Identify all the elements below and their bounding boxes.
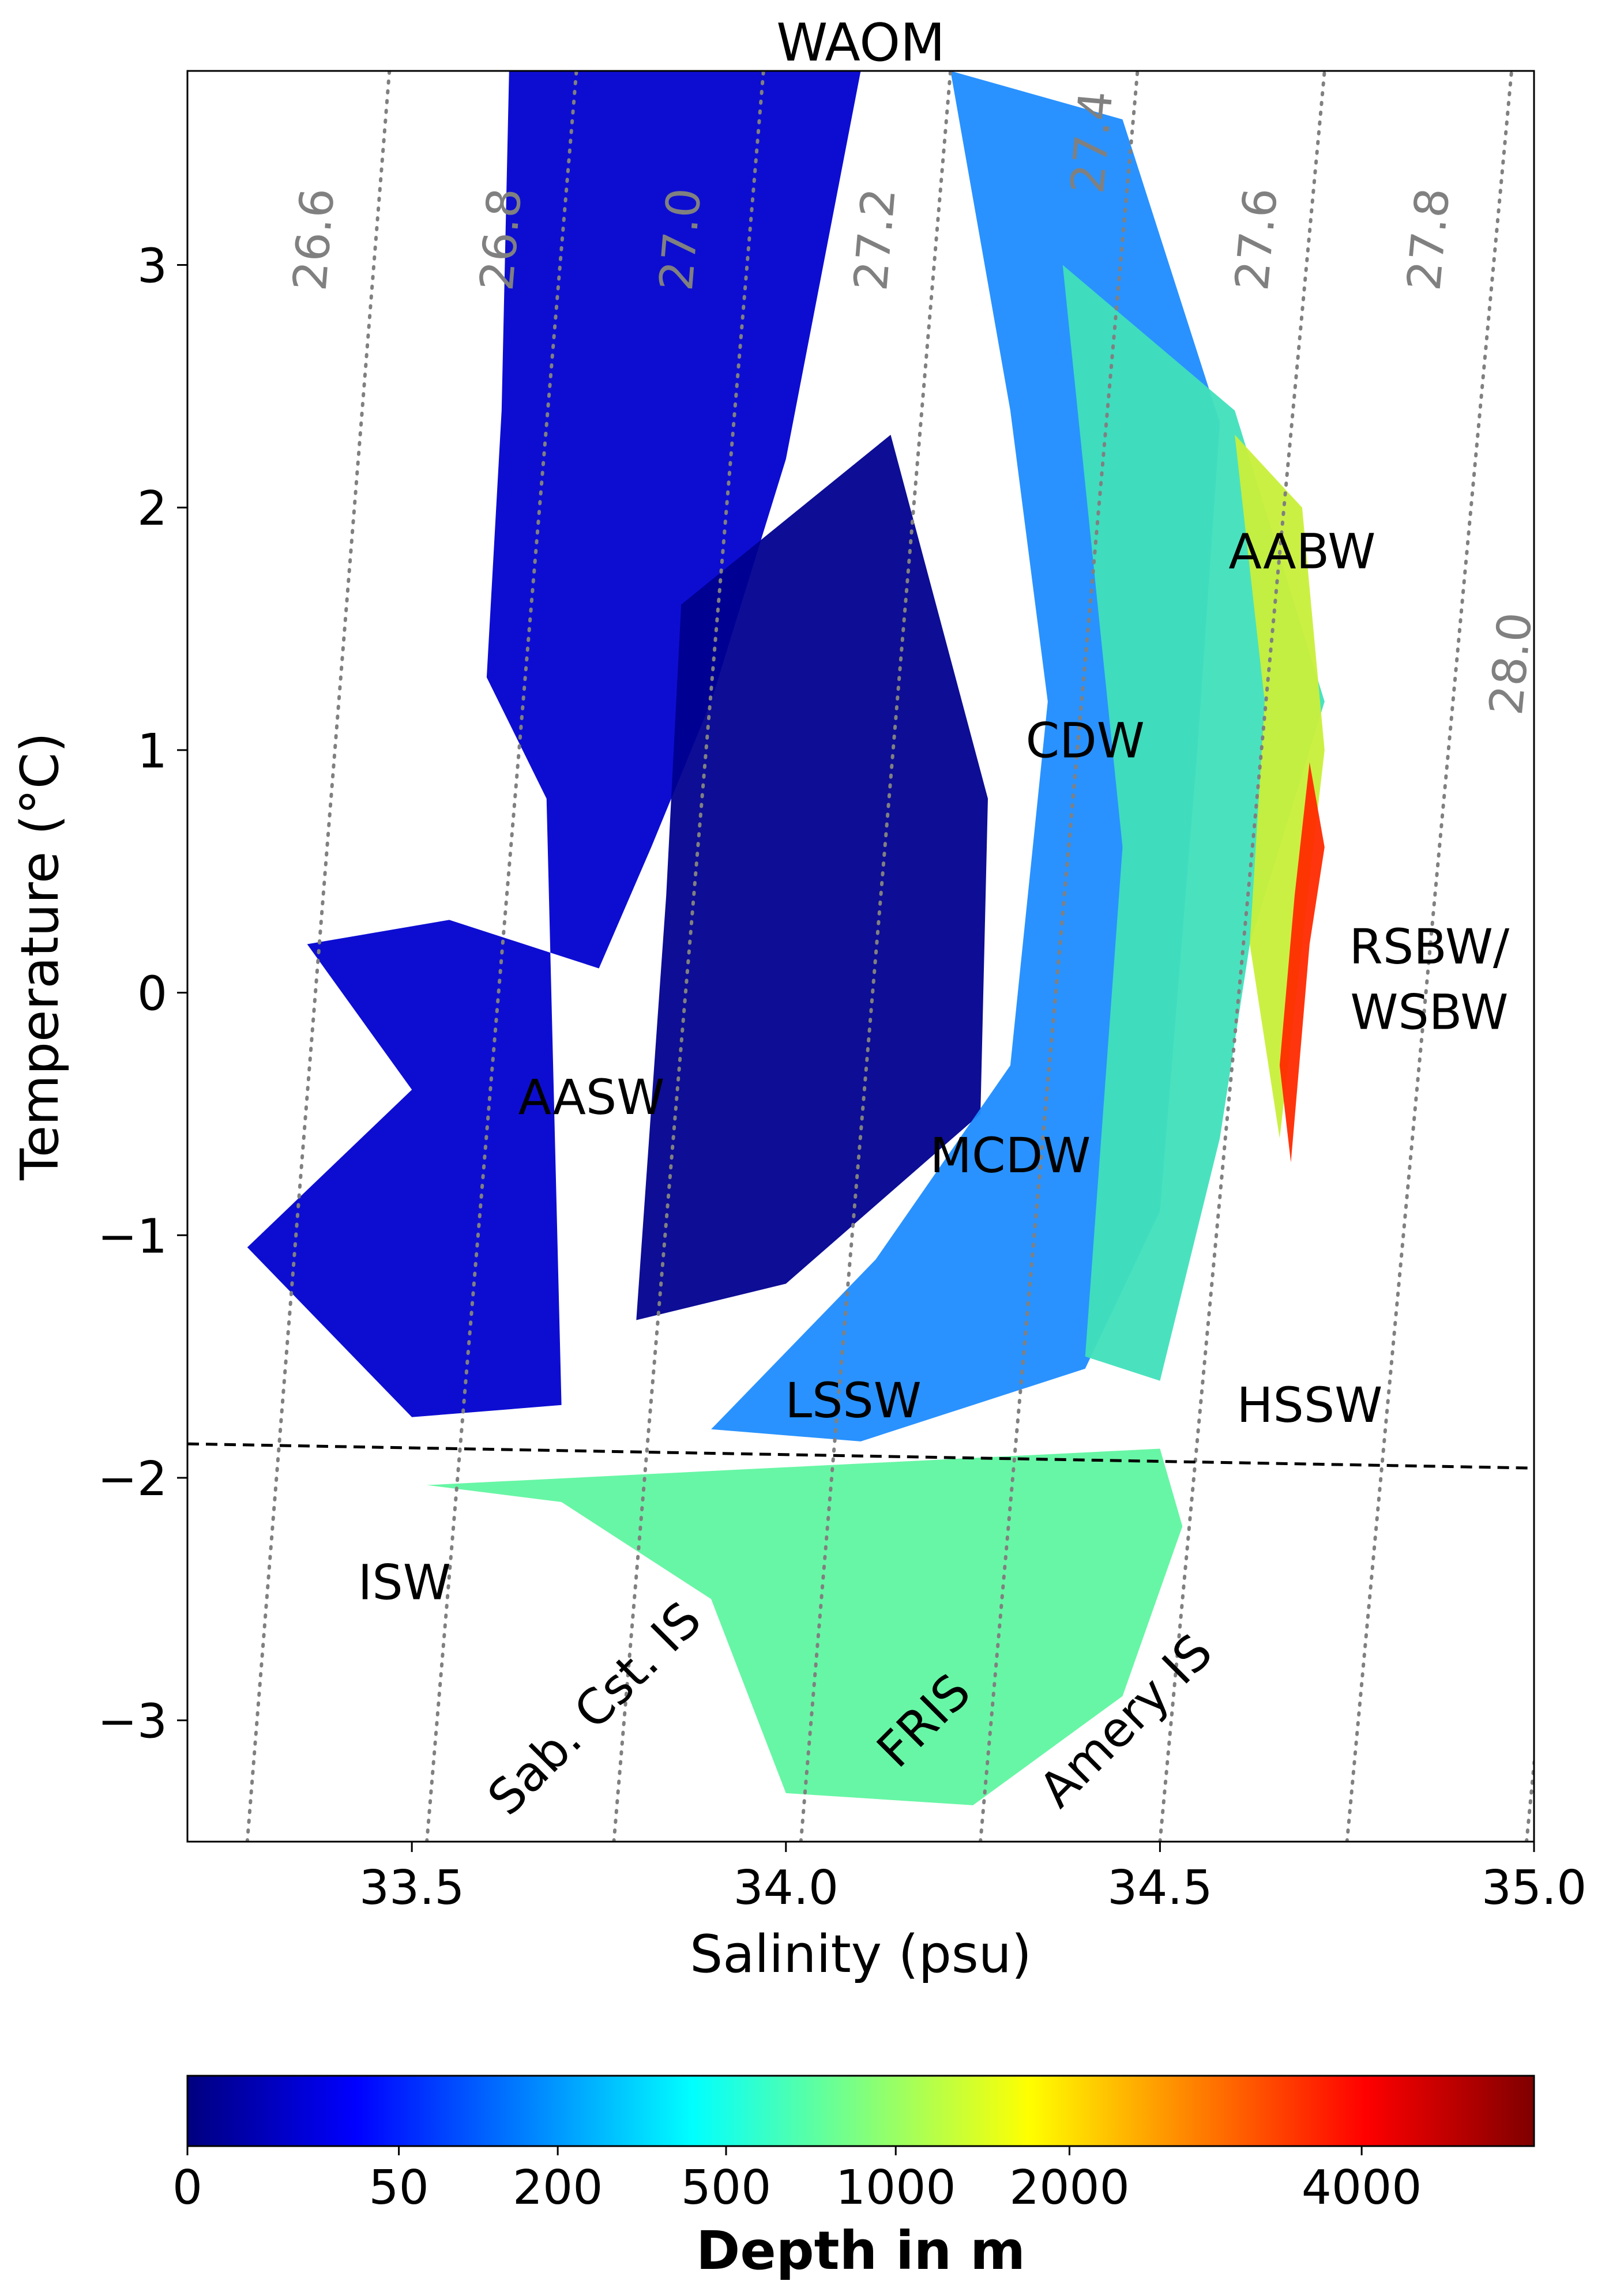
colorbar-tick-label-4: 1000 <box>836 2161 956 2215</box>
scatter-region-4 <box>1235 435 1325 1138</box>
scatter-region-5 <box>1279 762 1325 1163</box>
isopycnal-line-7 <box>1525 1747 1534 1842</box>
isopycnal-line-4 <box>979 71 1140 1842</box>
plot-frame <box>186 70 1535 1843</box>
y-tick-label-5: −2 <box>97 1452 167 1507</box>
freezing-layer <box>187 1442 1534 1470</box>
water-mass-label-2: RSBW/ <box>1349 919 1510 975</box>
isopycnal-label-7: 28.0 <box>1479 610 1543 717</box>
isopycnal-line-1 <box>425 71 578 1842</box>
y-tick-label-0: 3 <box>137 239 167 294</box>
y-tick-label-1: 2 <box>137 481 167 536</box>
colorbar-ticks: 0 50 200 500 1000 2000 4000 <box>172 2146 1422 2215</box>
isopycnal-label-4: 27.4 <box>1061 89 1123 196</box>
y-tick-label-6: −3 <box>97 1695 167 1749</box>
colorbar-tick-label-5: 2000 <box>1009 2161 1130 2215</box>
colorbar-tick-label-2: 200 <box>513 2161 603 2215</box>
water-mass-label-4: AASW <box>518 1069 665 1126</box>
freezing-point-line <box>187 1442 1534 1470</box>
colorbar-tick-label-3: 500 <box>681 2161 772 2215</box>
water-mass-label-7: HSSW <box>1236 1377 1382 1433</box>
colorbar: 0 50 200 500 1000 2000 4000 Depth in m <box>172 2075 1535 2282</box>
isopycnal-line-3 <box>799 71 953 1842</box>
x-tick-label-2: 34.5 <box>1107 1861 1213 1915</box>
isopycnal-line-6 <box>1345 71 1514 1842</box>
plot-area: 26.6 26.8 27.0 27.2 27.4 27.6 27.8 28.0 AABW CDW R… <box>186 70 1543 1843</box>
y-axis-title: Temperature (°C) <box>10 732 70 1181</box>
colorbar-tick-label-6: 4000 <box>1302 2161 1422 2215</box>
x-tick-label-0: 33.5 <box>359 1861 465 1915</box>
isopycnal-label-2: 27.0 <box>649 186 712 293</box>
y-tick-label-3: 0 <box>137 967 167 1022</box>
water-mass-label-5: MCDW <box>930 1127 1091 1184</box>
x-axis-title: Salinity (psu) <box>690 1924 1032 1985</box>
scatter-layer <box>247 71 1325 1805</box>
water-mass-label-3: WSBW <box>1350 984 1508 1041</box>
scatter-region-1 <box>636 435 988 1320</box>
water-mass-label-1: CDW <box>1025 713 1144 769</box>
isopycnal-line-0 <box>245 71 392 1842</box>
x-axis: 33.5 34.0 34.5 35.0 <box>359 1842 1587 1915</box>
colorbar-tick-label-1: 50 <box>369 2161 428 2215</box>
x-tick-label-1: 34.0 <box>733 1861 839 1915</box>
isopycnal-label-3: 27.2 <box>844 186 906 293</box>
isopycnal-label-0: 26.6 <box>283 186 345 293</box>
isopycnal-label-1: 26.8 <box>470 186 532 293</box>
isopycnal-label-6: 27.8 <box>1397 186 1460 293</box>
isopycnal-layer <box>245 71 1534 1842</box>
isopycnal-line-5 <box>1158 71 1326 1842</box>
isopycnal-label-5: 27.6 <box>1225 186 1288 293</box>
water-mass-label-8: ISW <box>358 1554 451 1610</box>
water-mass-label-9: Sab. Cst. IS <box>477 1591 712 1826</box>
chart-title: WAOM <box>776 13 945 73</box>
colorbar-title: Depth in m <box>696 2220 1025 2282</box>
y-axis: 3 2 1 0 −1 −2 −3 <box>97 239 187 1749</box>
water-mass-label-6: LSSW <box>785 1372 922 1429</box>
y-tick-label-4: −1 <box>97 1209 167 1264</box>
x-tick-label-3: 35.0 <box>1482 1861 1587 1915</box>
isopycnal-line-2 <box>612 71 765 1842</box>
scatter-region-6 <box>427 1448 1183 1805</box>
colorbar-gradient <box>186 2075 1535 2147</box>
colorbar-tick-label-0: 0 <box>172 2161 202 2215</box>
scatter-region-0 <box>247 71 861 1417</box>
water-mass-label-0: AABW <box>1228 523 1375 579</box>
y-tick-label-2: 1 <box>137 724 167 779</box>
